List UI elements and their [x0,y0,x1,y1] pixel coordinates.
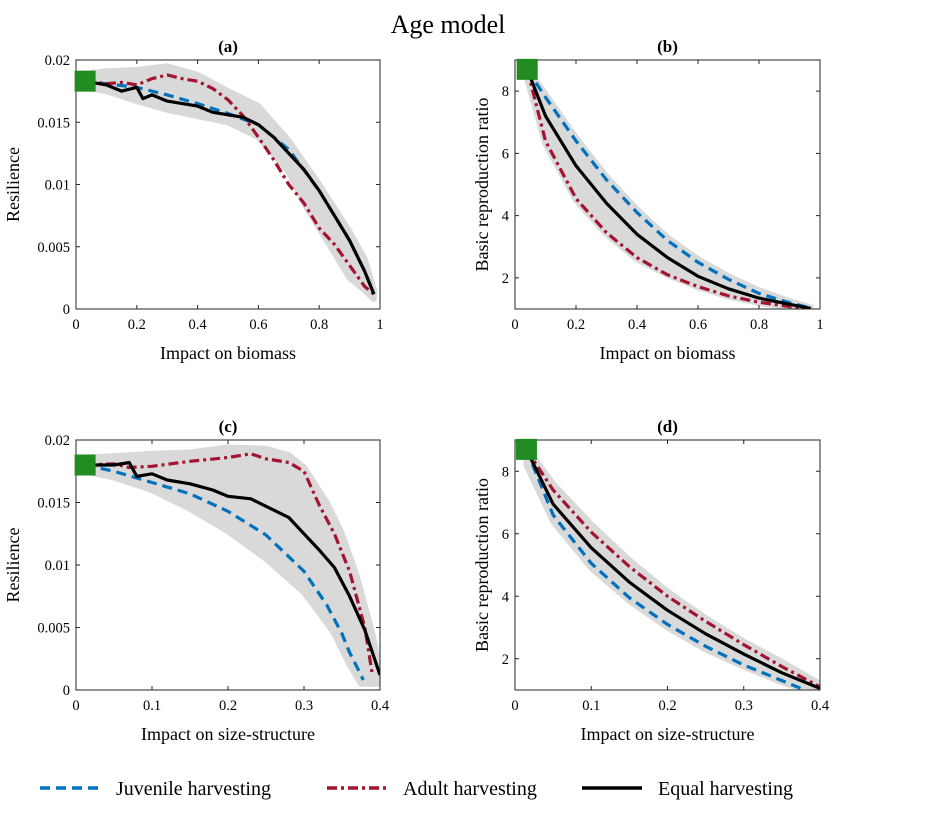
axes-box [514,59,821,310]
start-marker [515,438,537,460]
y-axis-label: Resilience [3,528,23,603]
series-line-juvenile [84,79,376,295]
x-tick-label: 0.2 [658,698,676,714]
x-tick-label: 0 [511,698,518,714]
x-axis-label: Impact on biomass [600,343,736,363]
series-line-juvenile [524,448,806,690]
x-tick-label: 0.6 [249,317,267,333]
x-tick-label: 0.2 [128,317,146,333]
axes-box [514,439,821,691]
y-tick-label: 4 [502,209,510,225]
series-line-equal [84,79,376,295]
legend-label: Equal harvesting [658,778,793,800]
x-tick-label: 0.6 [689,317,707,333]
panel-title: (b) [657,37,678,56]
x-tick-label: 1 [376,317,383,333]
series-line-equal [524,448,820,690]
x-tick-label: 0.2 [219,698,237,714]
figure-title: Age model [391,10,506,39]
y-tick-label: 0.005 [37,621,70,637]
series-line-juvenile [84,463,365,681]
x-axis-label: Impact on size-structure [141,724,315,744]
series-line-equal [525,68,812,309]
series-line-equal [85,460,380,676]
start-marker [74,454,96,476]
y-tick-label: 0.01 [45,178,70,194]
y-tick-label: 2 [502,271,509,287]
y-tick-label: 0 [63,302,70,318]
panel-d: 0 0.1 0.2 0.3 0.4 2 4 6 8 (d) Impact on size-struc… [472,417,830,744]
x-tick-label: 0 [72,698,79,714]
variability-band [82,444,380,687]
panel-b: 0 0.2 0.4 0.6 0.8 1 2 4 6 8 (b) Impact on biomass Ba… [472,37,824,363]
panel-title: (c) [219,417,238,436]
x-tick-label: 0.4 [811,698,830,714]
legend-item-juvenile: Juvenile harvesting [40,778,271,800]
x-tick-label: 0.3 [735,698,753,714]
y-tick-label: 0.015 [37,496,70,512]
y-tick-label: 6 [502,146,509,162]
series-line-adult [525,448,820,689]
series-line-juvenile [525,68,812,309]
series-line-adult [85,452,374,676]
y-tick-label: 0.015 [37,115,70,131]
x-axis-label: Impact on biomass [160,343,296,363]
x-tick-label: 0.1 [582,698,600,714]
series-line-adult [525,68,811,309]
x-tick-label: 0.1 [143,698,161,714]
panel-title: (d) [657,417,678,436]
start-marker [516,58,538,80]
y-tick-label: 2 [502,652,509,668]
y-tick-label: 4 [502,589,510,605]
x-tick-label: 0.4 [628,317,647,333]
y-axis-label: Basic reproduction ratio [472,478,492,652]
panel-title: (a) [218,37,238,56]
x-tick-label: 0.8 [750,317,768,333]
variability-band [523,444,820,690]
panel-a: 0 0.2 0.4 0.6 0.8 1 0 0.005 0.01 0.015 0.02 (a) Impa… [3,37,384,363]
x-tick-label: 0.2 [567,317,585,333]
x-tick-label: 0 [511,317,518,333]
panels: 0 0.2 0.4 0.6 0.8 1 0 0.005 0.01 0.015 0.02 (a) Impa… [3,37,830,744]
y-tick-label: 0.02 [45,433,70,449]
series-line-adult [84,73,375,296]
x-tick-label: 0.4 [371,698,390,714]
y-tick-label: 8 [502,84,509,100]
y-tick-label: 6 [502,527,509,543]
start-marker [74,70,96,92]
y-tick-label: 8 [502,464,509,480]
legend-item-equal: Equal harvesting [582,778,793,800]
y-axis-label: Resilience [3,147,23,222]
legend-label: Adult harvesting [403,778,537,800]
legend-item-adult: Adult harvesting [327,778,537,800]
y-tick-label: 0.005 [37,240,70,256]
x-tick-label: 0.8 [310,317,328,333]
x-tick-label: 0.3 [295,698,313,714]
y-tick-label: 0.02 [45,53,70,69]
x-tick-label: 0.4 [189,317,208,333]
x-axis-label: Impact on size-structure [581,724,755,744]
y-tick-label: 0.01 [45,558,70,574]
y-tick-label: 0 [63,683,70,699]
legend-label: Juvenile harvesting [116,778,271,800]
panel-c: 0 0.1 0.2 0.3 0.4 0 0.005 0.01 0.015 0.02 (c) Impac… [3,417,390,744]
y-axis-label: Basic reproduction ratio [472,98,492,272]
legend: Juvenile harvesting Adult harvesting Equal… [40,778,793,800]
x-tick-label: 1 [816,317,823,333]
x-tick-label: 0 [72,317,79,333]
